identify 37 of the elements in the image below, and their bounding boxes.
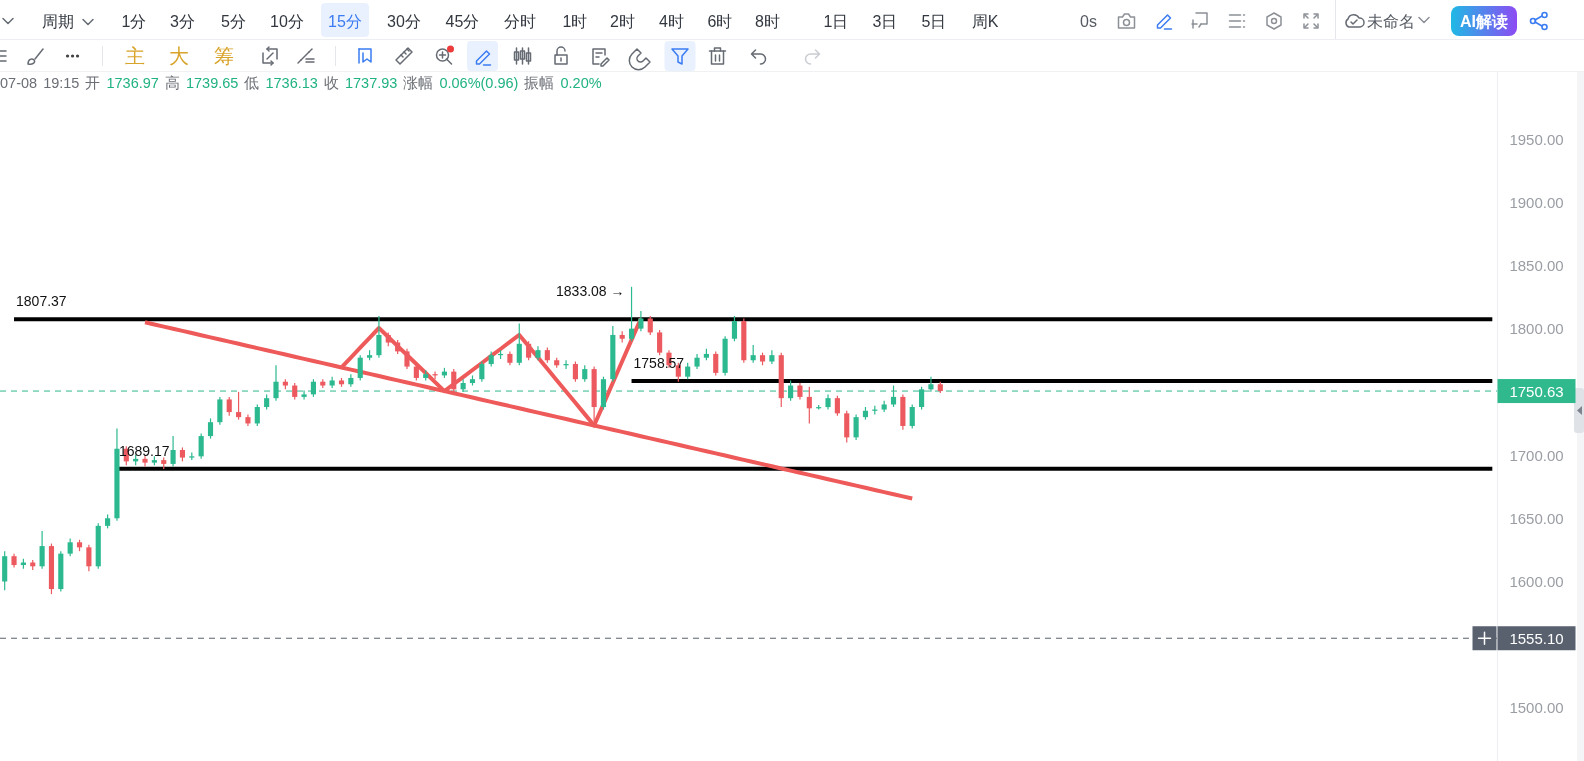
chart-title: 07-08 19:15 开 1736.97 高 1739.65 低 1736.13 收 1737.93 涨幅 0.06%(0.96) 振幅 0.20% (0, 75, 602, 91)
y-tick-label: 1850.00 (1509, 256, 1564, 274)
text: 未命名 (1367, 13, 1415, 30)
text: 0s (1080, 13, 1097, 30)
ref-line-label: 1750.63 (1509, 382, 1564, 400)
text: 1时 (562, 13, 588, 30)
y-tick-label: 1800.00 (1509, 320, 1564, 338)
ref-line-label: 1555.10 (1509, 629, 1564, 647)
y-tick-label: 1600.00 (1509, 572, 1564, 590)
text: 5分 (221, 13, 246, 30)
annotation: 1833.08 → (556, 282, 625, 299)
text: 5日 (921, 13, 947, 30)
y-tick-label: 1900.00 (1509, 193, 1564, 211)
text: 45分 (445, 13, 480, 30)
y-tick-label: 1650.00 (1509, 509, 1564, 527)
y-tick-label: 1500.00 (1509, 699, 1564, 717)
text: 分时 (504, 13, 536, 30)
text: 1日 (823, 13, 849, 30)
text: 3分 (170, 13, 195, 30)
text: 6时 (707, 13, 733, 30)
text: 大 (168, 45, 189, 67)
text: 3日 (872, 13, 898, 30)
text: 周K (971, 13, 999, 30)
text: 筹 (213, 45, 234, 67)
y-tick-label: 1950.00 (1509, 130, 1564, 148)
text: 10分 (270, 13, 304, 30)
button-ai: AI解读 (1451, 6, 1517, 36)
tab-selected: 15分 (321, 3, 369, 37)
text: 4时 (659, 13, 684, 30)
text: 2时 (610, 13, 635, 30)
text: 周期 (41, 13, 74, 30)
text: 主 (125, 45, 145, 67)
text: 1分 (121, 13, 147, 30)
text: 8时 (755, 13, 780, 30)
series-label: 1807.37 (16, 293, 67, 310)
text: 30分 (387, 13, 421, 30)
y-tick-label: 1700.00 (1509, 446, 1564, 464)
